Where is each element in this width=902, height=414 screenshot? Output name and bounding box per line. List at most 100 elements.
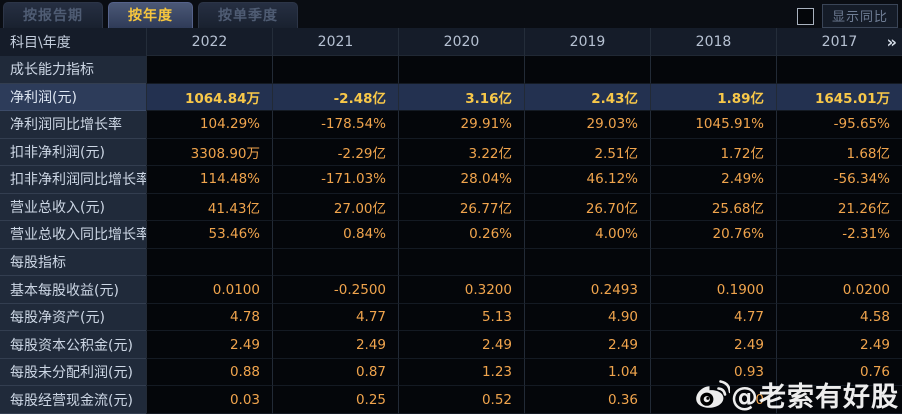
cell-9-2018: 4.77 xyxy=(650,303,776,332)
cell-0-2021 xyxy=(272,56,398,84)
cell-5-2019: 26.70亿 xyxy=(524,193,650,222)
cell-7-2021 xyxy=(272,248,398,277)
cell-0-2018 xyxy=(650,56,776,84)
year-header-2018: 2018 xyxy=(650,28,776,56)
cell-3-2022: 3308.90万 xyxy=(146,138,272,167)
cell-0-2019 xyxy=(524,56,650,84)
cell-3-2019: 2.51亿 xyxy=(524,138,650,167)
cell-3-2021: -2.29亿 xyxy=(272,138,398,167)
table-row: 扣非净利润(元) 3308.90万 -2.29亿 3.22亿 2.51亿 1.72亿 1.6… xyxy=(0,138,902,167)
cell-12-2019: 0.36 xyxy=(524,386,650,414)
table-header-row: 科目\年度 2022 2021 2020 2019 2018 2017» xyxy=(0,28,902,56)
cell-1-2019: 2.43亿 xyxy=(524,83,650,112)
row-label: 扣非净利润(元) xyxy=(0,138,146,167)
year-header-2022: 2022 xyxy=(146,28,272,56)
table-row: 每股净资产(元) 4.78 4.77 5.13 4.90 4.77 4.58 xyxy=(0,303,902,332)
year-header-2019: 2019 xyxy=(524,28,650,56)
cell-4-2019: 46.12% xyxy=(524,166,650,194)
cell-6-2017: -2.31% xyxy=(776,221,902,249)
cell-5-2017: 21.26亿 xyxy=(776,193,902,222)
cell-11-2022: 0.88 xyxy=(146,358,272,387)
financial-indicators-table: 科目\年度 2022 2021 2020 2019 2018 2017» 成长能力指标 净利… xyxy=(0,28,902,414)
cell-1-2018: 1.89亿 xyxy=(650,83,776,112)
cell-6-2022: 53.46% xyxy=(146,221,272,249)
row-label: 营业总收入(元) xyxy=(0,193,146,222)
tab-2[interactable]: 按单季度 xyxy=(198,2,298,28)
row-label: 净利润同比增长率 xyxy=(0,111,146,139)
cell-8-2017: 0.0200 xyxy=(776,276,902,304)
cell-5-2022: 41.43亿 xyxy=(146,193,272,222)
cell-4-2020: 28.04% xyxy=(398,166,524,194)
row-label: 每股资本公积金(元) xyxy=(0,331,146,359)
table-row: 每股经营现金流(元) 0.03 0.25 0.52 0.36 0 xyxy=(0,386,902,414)
cell-2-2018: 1045.91% xyxy=(650,111,776,139)
cell-7-2019 xyxy=(524,248,650,277)
cell-4-2022: 114.48% xyxy=(146,166,272,194)
cell-8-2019: 0.2493 xyxy=(524,276,650,304)
cell-7-2020 xyxy=(398,248,524,277)
cell-9-2017: 4.58 xyxy=(776,303,902,332)
cell-12-2021: 0.25 xyxy=(272,386,398,414)
cell-11-2021: 0.87 xyxy=(272,358,398,387)
row-label: 营业总收入同比增长率 xyxy=(0,221,146,249)
cell-6-2019: 4.00% xyxy=(524,221,650,249)
row-label: 每股未分配利润(元) xyxy=(0,358,146,387)
corner-header: 科目\年度 xyxy=(10,35,71,51)
show-yoy-label[interactable]: 显示同比 xyxy=(821,4,898,28)
cell-3-2018: 1.72亿 xyxy=(650,138,776,167)
row-label: 基本每股收益(元) xyxy=(0,276,146,304)
cell-4-2018: 2.49% xyxy=(650,166,776,194)
section-row: 每股指标 xyxy=(0,248,902,277)
cell-0-2022 xyxy=(146,56,272,84)
section-row: 成长能力指标 xyxy=(0,56,902,84)
row-label: 扣非净利润同比增长率 xyxy=(0,166,146,194)
cell-12-2020: 0.52 xyxy=(398,386,524,414)
table-row: 扣非净利润同比增长率 114.48% -171.03% 28.04% 46.12% 2.4… xyxy=(0,166,902,194)
cell-2-2017: -95.65% xyxy=(776,111,902,139)
cell-5-2020: 26.77亿 xyxy=(398,193,524,222)
cell-10-2021: 2.49 xyxy=(272,331,398,359)
cell-1-2020: 3.16亿 xyxy=(398,83,524,112)
cell-11-2019: 1.04 xyxy=(524,358,650,387)
cell-9-2020: 5.13 xyxy=(398,303,524,332)
cell-12-2018: 0 xyxy=(650,386,776,414)
cell-7-2022 xyxy=(146,248,272,277)
cell-1-2022: 1064.84万 xyxy=(146,83,272,112)
cell-7-2017 xyxy=(776,248,902,277)
show-yoy-checkbox[interactable] xyxy=(796,7,814,25)
cell-10-2020: 2.49 xyxy=(398,331,524,359)
cell-12-2017 xyxy=(776,386,902,414)
cell-9-2021: 4.77 xyxy=(272,303,398,332)
cell-3-2020: 3.22亿 xyxy=(398,138,524,167)
cell-2-2022: 104.29% xyxy=(146,111,272,139)
cell-0-2017 xyxy=(776,56,902,84)
year-header-2021: 2021 xyxy=(272,28,398,56)
tab-1[interactable]: 按年度 xyxy=(108,2,193,28)
cell-2-2021: -178.54% xyxy=(272,111,398,139)
cell-10-2018: 2.49 xyxy=(650,331,776,359)
cell-11-2020: 1.23 xyxy=(398,358,524,387)
table-row: 每股资本公积金(元) 2.49 2.49 2.49 2.49 2.49 2.49 xyxy=(0,331,902,359)
cell-6-2020: 0.26% xyxy=(398,221,524,249)
cell-8-2018: 0.1900 xyxy=(650,276,776,304)
table-row: 营业总收入(元) 41.43亿 27.00亿 26.77亿 26.70亿 25.68亿 21… xyxy=(0,193,902,222)
table-row: 每股未分配利润(元) 0.88 0.87 1.23 1.04 0.93 0.76 xyxy=(0,358,902,387)
cell-12-2022: 0.03 xyxy=(146,386,272,414)
cell-4-2021: -171.03% xyxy=(272,166,398,194)
cell-5-2021: 27.00亿 xyxy=(272,193,398,222)
row-label: 成长能力指标 xyxy=(0,56,146,84)
yoy-controls: 显示同比 xyxy=(796,4,898,28)
tab-0[interactable]: 按报告期 xyxy=(3,2,103,28)
row-label: 每股指标 xyxy=(0,248,146,277)
cell-11-2018: 0.93 xyxy=(650,358,776,387)
cell-9-2022: 4.78 xyxy=(146,303,272,332)
row-label: 每股经营现金流(元) xyxy=(0,386,146,414)
cell-8-2021: -0.2500 xyxy=(272,276,398,304)
cell-6-2018: 20.76% xyxy=(650,221,776,249)
row-label: 净利润(元) xyxy=(0,83,146,112)
table-row: 营业总收入同比增长率 53.46% 0.84% 0.26% 4.00% 20.76% -2.… xyxy=(0,221,902,249)
cell-8-2022: 0.0100 xyxy=(146,276,272,304)
cell-10-2019: 2.49 xyxy=(524,331,650,359)
more-columns-icon[interactable]: » xyxy=(886,32,897,51)
cell-10-2022: 2.49 xyxy=(146,331,272,359)
